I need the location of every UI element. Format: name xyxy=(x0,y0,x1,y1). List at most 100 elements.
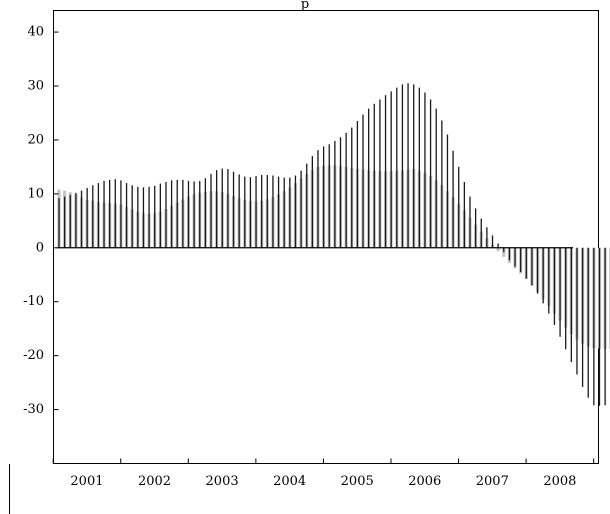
black-bar xyxy=(474,208,477,248)
y-tick-label: 40 xyxy=(27,25,44,40)
black-bar xyxy=(525,247,527,279)
black-bar xyxy=(339,137,342,248)
black-bar xyxy=(176,179,178,248)
black-bar xyxy=(272,175,274,248)
black-bar xyxy=(570,247,572,363)
black-bar xyxy=(401,84,404,248)
black-bar xyxy=(581,247,584,387)
black-bar xyxy=(480,218,482,248)
black-bar xyxy=(520,247,522,273)
black-bar xyxy=(289,177,291,248)
black-bar xyxy=(238,174,240,248)
chart-title: p xyxy=(301,0,309,12)
black-bar xyxy=(418,87,420,248)
black-bar xyxy=(424,92,426,248)
black-bar xyxy=(435,108,437,248)
black-bar xyxy=(193,181,195,248)
black-bar xyxy=(463,181,466,248)
black-bar xyxy=(413,84,415,248)
black-bar xyxy=(469,196,471,248)
black-bar xyxy=(277,176,280,248)
black-bar xyxy=(294,175,297,248)
black-bar xyxy=(322,146,325,248)
black-bar xyxy=(120,180,122,248)
black-bar xyxy=(356,121,359,248)
x-tick-label: 2006 xyxy=(408,474,441,489)
black-bar xyxy=(159,183,161,248)
black-bar xyxy=(576,247,578,375)
series-gray-bars xyxy=(57,165,610,349)
black-bar xyxy=(148,186,150,248)
black-bar xyxy=(261,174,263,248)
gray-bar xyxy=(502,247,506,257)
black-bar xyxy=(187,180,190,248)
y-tick-label: -10 xyxy=(23,294,44,309)
black-bar xyxy=(249,177,252,248)
black-bar xyxy=(486,227,488,248)
black-bar xyxy=(531,247,533,286)
black-bar xyxy=(92,185,94,248)
black-bar xyxy=(446,134,449,248)
black-bar xyxy=(390,91,392,248)
black-bar xyxy=(109,179,111,248)
black-bar xyxy=(86,187,88,248)
y-tick-label: 0 xyxy=(36,240,44,255)
black-bar xyxy=(565,247,567,350)
black-bar xyxy=(232,171,235,248)
black-bar xyxy=(384,95,387,248)
black-bar xyxy=(125,183,128,248)
black-bar xyxy=(215,170,218,248)
y-tick-label: 20 xyxy=(27,132,44,147)
black-bar xyxy=(266,174,268,248)
black-bar xyxy=(553,247,556,325)
y-tick-label: -20 xyxy=(23,348,44,363)
black-bar xyxy=(182,179,184,248)
x-tick-label: 2005 xyxy=(341,474,374,489)
black-bar xyxy=(328,144,330,248)
x-tick-label: 2008 xyxy=(543,474,576,489)
black-bar xyxy=(508,247,511,261)
x-tick-label: 2007 xyxy=(476,474,509,489)
black-bar xyxy=(429,99,432,248)
black-bar xyxy=(306,163,308,248)
x-tick-label: 2003 xyxy=(206,474,239,489)
x-tick-label: 2002 xyxy=(138,474,171,489)
gray-bar xyxy=(496,247,500,252)
black-bar xyxy=(379,99,381,248)
black-bar xyxy=(204,178,207,248)
black-bar xyxy=(351,127,353,248)
black-bar xyxy=(58,198,60,248)
black-bar xyxy=(97,183,100,248)
black-bar xyxy=(244,176,246,248)
x-tick-label: 2001 xyxy=(70,474,103,489)
y-tick-label: -30 xyxy=(23,402,44,417)
black-bar xyxy=(311,156,313,248)
black-bar xyxy=(103,180,105,248)
black-bar xyxy=(255,176,257,248)
black-bar xyxy=(69,194,71,248)
y-tick-label: 10 xyxy=(27,186,44,201)
black-bar xyxy=(334,141,336,248)
black-bar xyxy=(300,170,302,248)
black-bar xyxy=(227,169,229,248)
black-bar xyxy=(452,150,454,248)
black-bar xyxy=(210,173,212,248)
black-bar xyxy=(63,196,66,248)
black-bar xyxy=(407,83,409,248)
black-bar xyxy=(154,185,156,248)
black-bar xyxy=(362,114,364,248)
black-bar xyxy=(165,181,167,248)
black-bar xyxy=(497,243,499,248)
series-black-bars xyxy=(58,83,606,406)
black-bar xyxy=(396,87,398,248)
black-bar xyxy=(131,185,133,248)
black-bar xyxy=(137,186,139,248)
black-bar xyxy=(536,247,539,294)
black-bar xyxy=(142,187,145,248)
black-bar xyxy=(317,150,319,248)
black-bar xyxy=(593,247,595,406)
black-bar xyxy=(170,180,173,248)
black-bar xyxy=(283,177,285,248)
black-bar xyxy=(80,190,83,248)
